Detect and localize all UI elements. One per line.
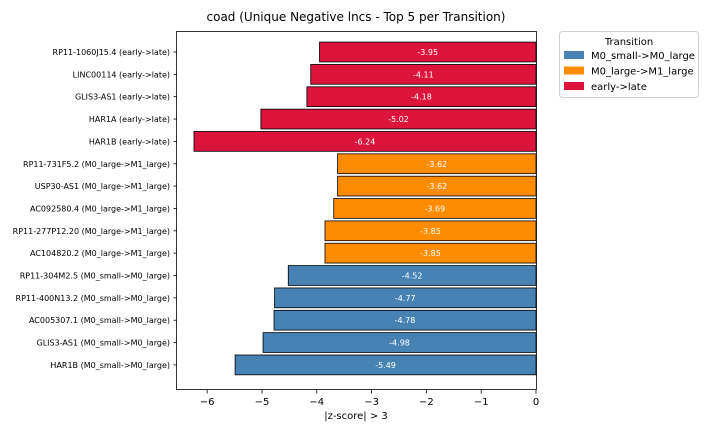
y-tick-label: HAR1B (M0_small->M0_large)	[50, 361, 170, 370]
value-label: -4.98	[389, 339, 410, 348]
y-tick-label: AC092580.4 (M0_large->M1_large)	[30, 204, 170, 213]
value-label: -3.85	[420, 249, 441, 258]
x-tick-label: −4	[309, 397, 324, 408]
bar	[337, 175, 537, 197]
x-axis-label: |z-score| > 3	[324, 411, 388, 422]
value-label: -4.78	[395, 316, 416, 325]
legend: Transition M0_small->M0_large M0_large->M…	[559, 31, 699, 98]
x-axis-ticks: −6 −5 −4 −3 −2 −1 0	[200, 390, 539, 408]
value-label: -4.52	[402, 272, 423, 281]
bar	[319, 41, 537, 63]
y-tick-label: AC104820.2 (M0_large->M1_large)	[30, 249, 170, 258]
value-label: -6.24	[355, 137, 376, 146]
x-tick-label: 0	[533, 397, 539, 408]
bar	[324, 220, 537, 242]
legend-frame	[559, 31, 699, 98]
value-label: -4.18	[411, 93, 432, 102]
value-label: -3.95	[417, 48, 438, 57]
value-label: -4.77	[395, 294, 416, 303]
plot-frame	[176, 31, 537, 390]
y-tick-label: GLIS3-AS1 (early->late)	[75, 93, 170, 102]
value-label: -3.62	[426, 182, 447, 191]
bar	[306, 86, 537, 108]
bar	[310, 64, 537, 85]
bar	[193, 131, 537, 152]
x-tick-label: −3	[364, 397, 379, 408]
value-label: -3.85	[420, 227, 441, 236]
bar	[324, 242, 537, 264]
legend-items: M0_small->M0_large M0_large->M1_largeearl…	[564, 51, 695, 93]
legend-swatch	[564, 82, 584, 90]
legend-swatch	[564, 51, 584, 59]
legend-label: M0_large->M1_large	[591, 67, 694, 78]
y-tick-label: USP30-AS1 (M0_large->M1_large)	[35, 182, 170, 191]
value-label: -5.49	[375, 361, 396, 370]
y-tick-label: RP11-400N13.2 (M0_small->M0_large)	[16, 294, 170, 303]
x-tick-label: −1	[474, 397, 489, 408]
x-tick-label: −6	[200, 397, 215, 408]
y-tick-label: RP11-277P12.20 (M0_large->M1_large)	[13, 227, 170, 236]
legend-swatch	[564, 66, 584, 75]
y-tick-label: AC005307.1 (M0_small->M0_large)	[29, 316, 170, 325]
y-tick-label: LINC00114 (early->late)	[73, 70, 170, 79]
legend-label: early->late	[591, 82, 647, 93]
y-tick-label: HAR1B (early->late)	[89, 137, 170, 146]
x-tick-label: −5	[255, 397, 270, 408]
bar	[337, 153, 537, 175]
bar	[262, 332, 537, 353]
value-labels: -3.95 -4.11 -4.18 -5.02 -6.24 -3.62 -3.62 -3.69…	[355, 48, 448, 370]
bar	[260, 108, 537, 130]
chart-title: coad (Unique Negative lncs - Top 5 per T…	[207, 10, 506, 24]
legend-label: M0_small->M0_large	[591, 51, 695, 62]
y-tick-label: RP11-731F5.2 (M0_large->M1_large)	[23, 160, 170, 169]
y-tick-label: HAR1A (early->late)	[89, 115, 170, 124]
y-tick-labels: RP11-1060J15.4 (early->late) LINC00114 (e…	[13, 48, 177, 370]
value-label: -3.69	[425, 204, 446, 213]
y-tick-label: RP11-304M2.5 (M0_small->M0_large)	[20, 272, 170, 281]
bar	[273, 309, 537, 331]
x-tick-label: −2	[419, 397, 434, 408]
value-label: -3.62	[426, 160, 447, 169]
bars-layer	[193, 41, 537, 376]
bar	[287, 265, 537, 286]
bar	[234, 354, 537, 376]
bar	[274, 287, 537, 309]
legend-title: Transition	[604, 37, 653, 48]
value-label: -5.02	[388, 115, 409, 124]
bar	[333, 198, 537, 219]
y-tick-label: GLIS3-AS1 (M0_small->M0_large)	[37, 339, 170, 348]
y-tick-label: RP11-1060J15.4 (early->late)	[53, 48, 170, 57]
value-label: -4.11	[413, 70, 434, 79]
